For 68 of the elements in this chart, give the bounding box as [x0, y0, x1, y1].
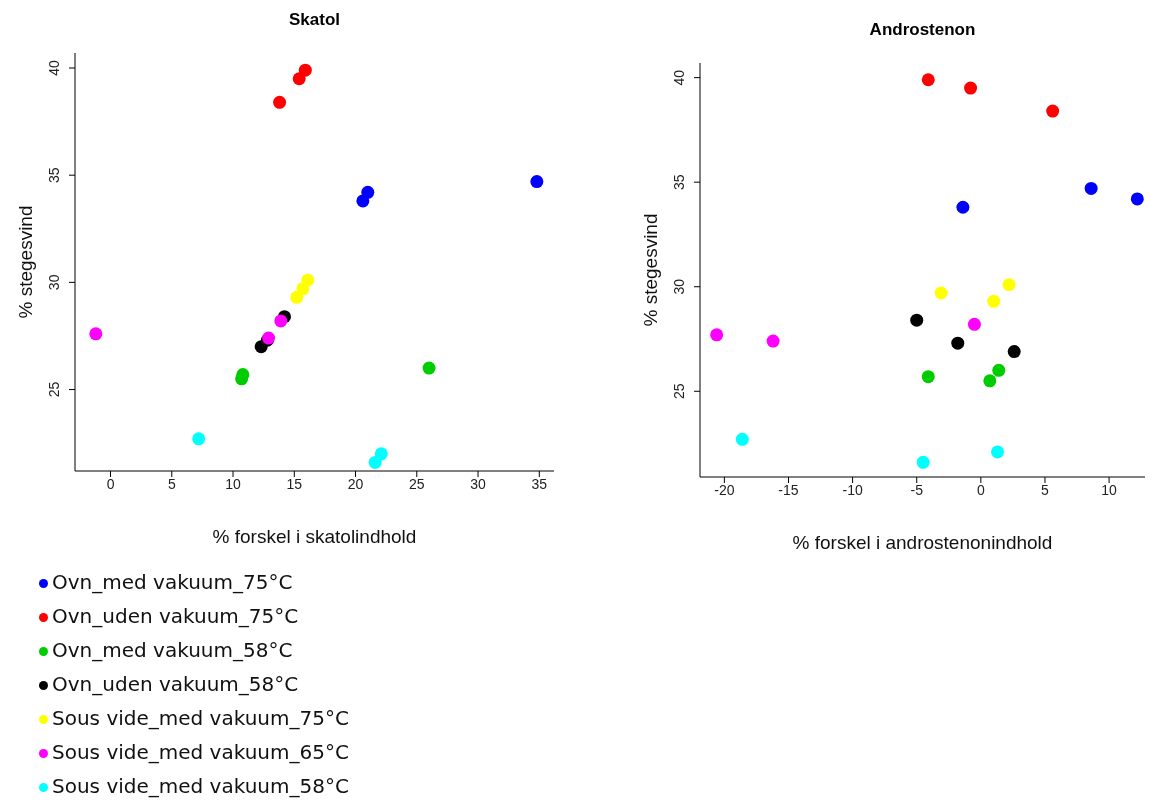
y-tick-label: 30 — [671, 278, 687, 295]
y-tick-label: 40 — [671, 69, 687, 86]
point — [274, 314, 288, 328]
point — [1130, 192, 1144, 206]
point — [301, 273, 315, 287]
x-tick-label: 15 — [286, 475, 303, 492]
point — [1084, 181, 1098, 195]
x-tick-label: -15 — [778, 481, 799, 498]
point — [89, 327, 103, 341]
point — [290, 290, 304, 304]
legend-label: Ovn_uden vakuum_75°C — [52, 604, 299, 628]
y-tick-label: 40 — [46, 60, 62, 76]
legend-label: Sous vide_med vakuum_65°C — [52, 740, 349, 764]
point — [910, 313, 924, 327]
point — [967, 317, 981, 331]
point — [361, 185, 375, 199]
point — [992, 363, 1006, 377]
point — [735, 432, 749, 446]
chart-title: Androstenon — [868, 20, 977, 40]
point — [1007, 345, 1021, 359]
legend-label: Ovn_med vakuum_58°C — [52, 638, 293, 662]
point — [921, 73, 935, 87]
point — [273, 95, 287, 109]
point — [987, 294, 1001, 308]
x-tick-label: 5 — [1041, 481, 1050, 498]
point — [916, 455, 930, 469]
point — [951, 336, 965, 350]
x-tick-label: 0 — [976, 481, 985, 498]
x-tick-label: -5 — [910, 481, 924, 498]
y-tick-label: 25 — [671, 383, 687, 400]
y-tick-label: 30 — [46, 274, 62, 291]
x-tick-label: 20 — [347, 475, 364, 492]
point — [964, 81, 978, 95]
point — [991, 445, 1005, 459]
chart-title: Skatol — [288, 10, 341, 30]
x-tick-label: -10 — [842, 481, 863, 498]
x-tick-label: 10 — [1101, 481, 1118, 498]
y-axis-title: % stegesvind — [14, 205, 36, 319]
x-tick-label: -20 — [714, 481, 735, 498]
y-tick-label: 35 — [671, 174, 687, 190]
legend-label: Ovn_uden vakuum_58°C — [52, 672, 299, 696]
point — [374, 447, 388, 461]
point — [934, 286, 948, 300]
y-axis-title: % stegesvind — [639, 213, 661, 327]
x-tick-label: 35 — [531, 475, 548, 492]
point — [298, 63, 312, 77]
y-tick-label: 25 — [46, 381, 62, 398]
point — [192, 432, 206, 446]
point — [956, 200, 970, 214]
point — [766, 334, 780, 348]
point — [1002, 278, 1016, 292]
x-tick-label: 25 — [409, 475, 425, 492]
x-tick-label: 10 — [225, 475, 242, 492]
x-axis-title: % forskel i skatolindhold — [212, 526, 417, 547]
point — [710, 328, 724, 342]
x-axis-title: % forskel i androstenonindhold — [792, 532, 1053, 553]
x-tick-label: 0 — [106, 475, 115, 492]
legend-label: Sous vide_med vakuum_75°C — [52, 706, 349, 730]
x-tick-label: 5 — [167, 475, 176, 492]
x-tick-label: 30 — [470, 475, 487, 492]
legend-label: Sous vide_med vakuum_58°C — [52, 774, 349, 798]
point — [422, 361, 436, 375]
legend-label: Ovn_med vakuum_75°C — [52, 570, 293, 594]
point — [921, 370, 935, 384]
point — [1046, 104, 1060, 118]
y-tick-label: 35 — [46, 167, 62, 183]
point — [530, 175, 544, 189]
point — [983, 374, 997, 388]
